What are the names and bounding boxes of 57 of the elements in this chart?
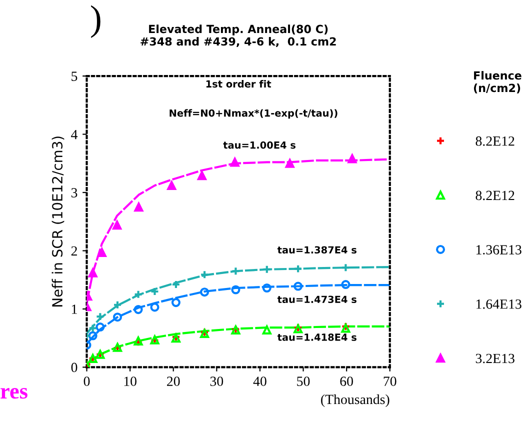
point	[262, 264, 272, 274]
x-tick-label: 20	[167, 376, 180, 386]
y-tick-label: 1	[72, 304, 77, 314]
y-tick-label: 4	[71, 130, 78, 140]
point	[341, 280, 350, 290]
legend-label: 8.2E12	[476, 136, 514, 146]
point	[171, 298, 180, 308]
point	[167, 180, 176, 190]
point	[231, 285, 240, 294]
x-tick-label: 60	[340, 376, 353, 386]
annotation: tau=1.473E4 s	[277, 296, 356, 304]
x-tick-label: 10	[124, 376, 136, 386]
x-tick-label: 30	[210, 376, 224, 386]
point	[197, 171, 206, 180]
point	[171, 280, 180, 290]
point	[88, 331, 98, 340]
point	[200, 288, 210, 297]
legend-title: Fluence (n/cm2)	[474, 71, 522, 94]
annotation: Neff=N0+Nmax*(1-exp(-t/tau))	[170, 109, 338, 119]
annotation: tau=1.00E4 s	[223, 141, 296, 149]
point	[285, 158, 294, 168]
point	[231, 266, 240, 276]
text: )	[91, 5, 100, 38]
y-tick-label: 3	[71, 188, 78, 198]
point	[294, 264, 303, 274]
point	[112, 300, 122, 310]
legend-label: 1.64E13	[476, 299, 522, 309]
y-axis-title: Neff in SCR (10E12/cm3)	[52, 136, 64, 306]
point	[262, 325, 272, 334]
point	[262, 283, 272, 293]
annotation: tau=1.387E4 s	[277, 246, 356, 254]
x-axis-title: (Thousands)	[321, 394, 390, 407]
annotation: 1st order fit	[206, 80, 272, 88]
point	[112, 312, 122, 322]
x-tick-label: 40	[253, 376, 266, 386]
point	[97, 248, 106, 257]
point	[150, 286, 160, 296]
y-tick-label: 0	[71, 362, 78, 372]
legend-label: 8.2E12	[476, 190, 514, 200]
point	[96, 322, 105, 332]
y-tick-label: 2	[71, 246, 77, 256]
point	[88, 324, 98, 333]
point	[88, 268, 98, 278]
point	[134, 305, 143, 314]
text: res	[0, 388, 28, 399]
y-tick-label: 5	[72, 72, 78, 81]
x-tick-label: 50	[297, 376, 310, 386]
annotation: tau=1.418E4 s	[277, 334, 356, 341]
x-tick-label: 0	[84, 376, 90, 386]
point	[150, 302, 160, 312]
legend-label: 3.2E13	[476, 354, 514, 364]
point	[134, 290, 143, 299]
point	[294, 282, 303, 291]
chart-title: Elevated Temp. Anneal(80 C) #348 and #439, 4-6 k, 0.1 cm2	[140, 24, 336, 48]
point	[341, 263, 350, 272]
x-tick-label: 70	[384, 376, 396, 386]
legend-label: 1.36E13	[476, 245, 522, 255]
